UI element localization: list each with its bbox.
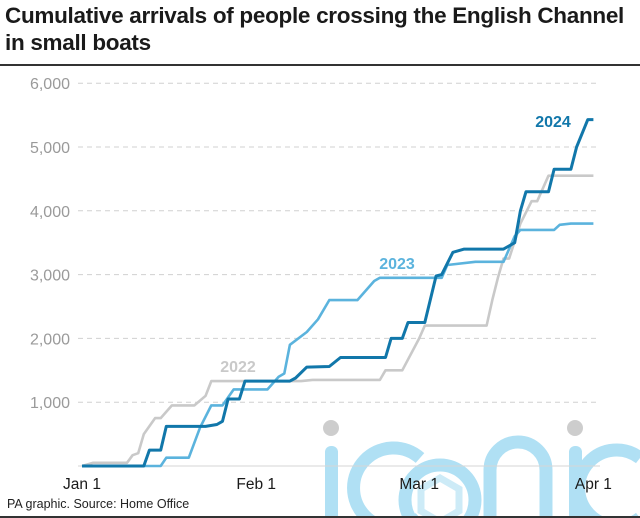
chart-title: Cumulative arrivals of people crossing t… — [5, 3, 624, 55]
series-label-2023: 2023 — [379, 256, 415, 273]
series-label-2022: 2022 — [220, 359, 256, 376]
top-rule — [0, 64, 640, 66]
y-tick-label: 1,000 — [30, 395, 70, 412]
series-line-2022 — [81, 174, 594, 468]
iconic-watermark — [323, 420, 640, 518]
source-note: PA graphic. Source: Home Office — [7, 497, 190, 511]
y-tick-label: 2,000 — [30, 331, 70, 348]
y-tick-label: 6,000 — [30, 76, 70, 93]
y-tick-label: 4,000 — [30, 204, 70, 221]
x-tick-label: Feb 1 — [236, 476, 276, 493]
y-tick-label: 5,000 — [30, 140, 70, 157]
x-tick-label: Apr 1 — [575, 476, 612, 493]
series-line-2024 — [82, 118, 594, 468]
y-tick-label: 3,000 — [30, 268, 70, 285]
x-tick-label: Mar 1 — [399, 476, 439, 493]
series-label-2024: 2024 — [535, 114, 571, 131]
x-tick-label: Jan 1 — [63, 476, 101, 493]
bottom-rule — [0, 516, 640, 518]
